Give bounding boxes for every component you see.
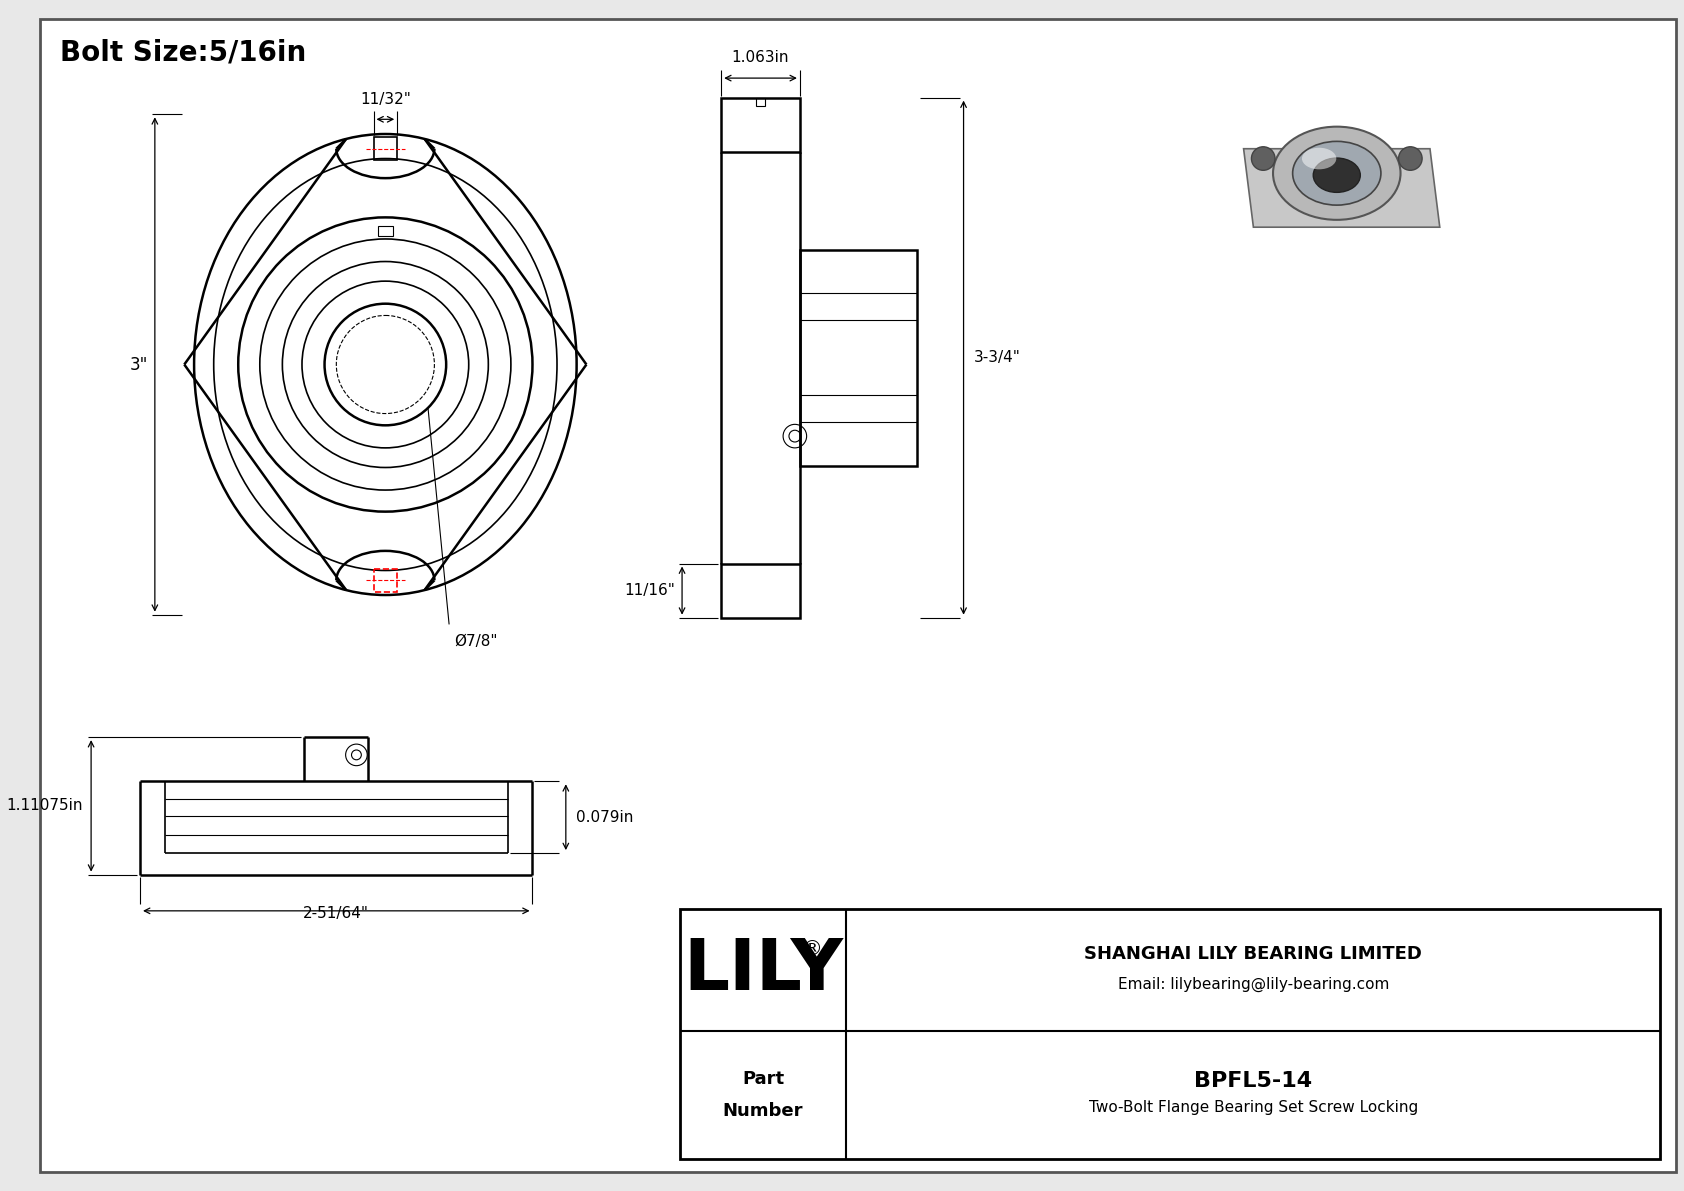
Text: BPFL5-14: BPFL5-14: [1194, 1071, 1312, 1091]
Ellipse shape: [1273, 126, 1401, 220]
Text: 3": 3": [130, 355, 148, 374]
Circle shape: [1399, 146, 1421, 170]
Bar: [756, 98, 766, 106]
Text: 1.11075in: 1.11075in: [7, 798, 83, 813]
Text: 11/32": 11/32": [360, 92, 411, 106]
Ellipse shape: [1314, 158, 1361, 193]
Text: 11/16": 11/16": [625, 584, 675, 598]
Bar: [721, 98, 800, 151]
Text: Email: lilybearing@lily-bearing.com: Email: lilybearing@lily-bearing.com: [1118, 977, 1389, 992]
Bar: [680, 909, 1660, 1159]
Text: Two-Bolt Flange Bearing Set Screw Locking: Two-Bolt Flange Bearing Set Screw Lockin…: [1090, 1099, 1418, 1115]
Text: LILY: LILY: [684, 936, 844, 1005]
Text: 1.063in: 1.063in: [733, 50, 790, 66]
Text: ®: ®: [802, 939, 822, 959]
Bar: [377, 226, 392, 236]
Text: Part
Number: Part Number: [722, 1071, 803, 1121]
Bar: [374, 568, 397, 592]
Ellipse shape: [1302, 148, 1337, 169]
Text: 0.079in: 0.079in: [576, 810, 633, 824]
Text: SHANGHAI LILY BEARING LIMITED: SHANGHAI LILY BEARING LIMITED: [1084, 946, 1423, 964]
Text: 3-3/4": 3-3/4": [973, 350, 1021, 366]
Bar: [721, 563, 800, 618]
Circle shape: [1251, 146, 1275, 170]
Bar: [1086, 66, 1645, 330]
Bar: [374, 137, 397, 161]
Polygon shape: [1243, 149, 1440, 227]
Bar: [800, 250, 918, 466]
Text: Bolt Size:5/16in: Bolt Size:5/16in: [59, 38, 306, 67]
Text: Ø7/8": Ø7/8": [455, 635, 497, 649]
Ellipse shape: [1293, 142, 1381, 205]
Text: 2-51/64": 2-51/64": [303, 905, 369, 921]
